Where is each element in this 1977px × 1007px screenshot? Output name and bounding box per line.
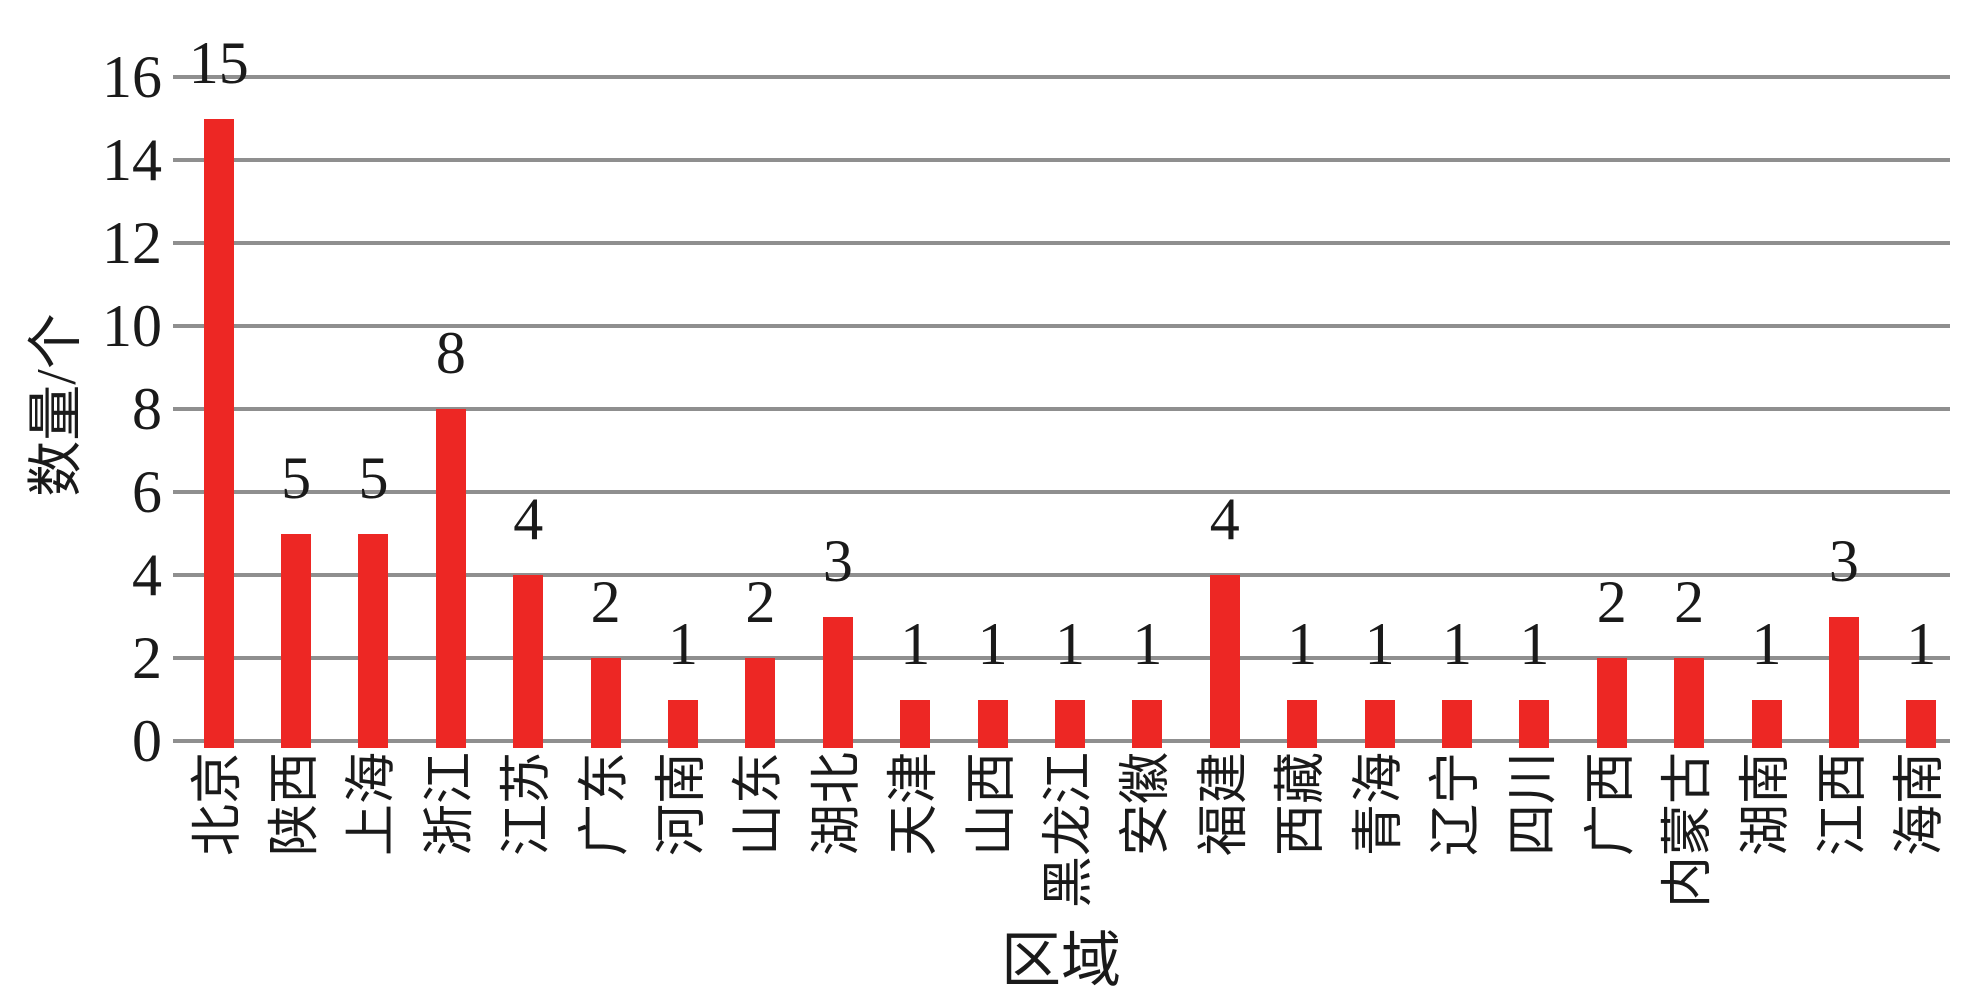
- x-tick-label-山西: 山西: [963, 752, 1021, 857]
- x-tick-label-河南: 河南: [654, 752, 712, 857]
- bar-value-label: 8: [435, 320, 466, 386]
- bar-value-label: 1: [668, 610, 699, 677]
- bar-value-label: 1: [1519, 610, 1550, 677]
- bar-value-label: 1: [1441, 610, 1472, 677]
- bar-value-label: 1: [900, 610, 931, 677]
- x-tick-label-四川: 四川: [1505, 752, 1563, 857]
- bar-value-label: 3: [1828, 527, 1859, 594]
- bar-北京: [203, 118, 234, 748]
- x-tick-label-江苏: 江苏: [499, 752, 557, 857]
- bar-value-label: 1: [1906, 610, 1937, 677]
- y-tick-label: 8: [132, 376, 162, 442]
- y-tick-label: 10: [102, 293, 162, 359]
- x-tick-label-西藏: 西藏: [1273, 752, 1331, 857]
- bar-value-label: 4: [1209, 486, 1240, 552]
- y-tick-label: 2: [132, 625, 162, 691]
- x-tick-label-内蒙古: 内蒙古: [1660, 752, 1718, 909]
- bar-value-label: 2: [1596, 569, 1627, 635]
- y-tick-label: 6: [132, 459, 162, 525]
- x-tick-label-上海: 上海: [344, 752, 402, 857]
- y-tick-label: 0: [132, 708, 162, 774]
- bar-海南: [1906, 699, 1937, 748]
- bar-value-label: 4: [513, 486, 544, 552]
- bar-value-label: 1: [1364, 610, 1395, 677]
- gridline-y10: [173, 324, 1950, 328]
- gridline-y8: [173, 407, 1950, 411]
- bar-value-label: 2: [590, 569, 621, 635]
- gridline-y6: [173, 490, 1950, 494]
- bar-value-label: 1: [1287, 610, 1318, 677]
- bar-四川: [1519, 699, 1550, 748]
- x-tick-label-江西: 江西: [1814, 752, 1872, 857]
- bar-广西: [1596, 658, 1627, 748]
- y-tick-label: 14: [102, 127, 162, 193]
- bar-广东: [590, 658, 621, 748]
- bar-黑龙江: [1055, 699, 1085, 748]
- x-tick-label-浙江: 浙江: [421, 752, 479, 857]
- bar-青海: [1364, 699, 1395, 748]
- bar-辽宁: [1441, 699, 1472, 748]
- bar-福建: [1209, 575, 1240, 748]
- y-tick-label: 12: [102, 210, 162, 276]
- bar-陕西: [281, 533, 312, 748]
- x-tick-label-广西: 广西: [1582, 752, 1640, 857]
- bar-河南: [668, 699, 699, 748]
- bar-山东: [745, 658, 776, 748]
- y-tick-label: 4: [132, 542, 162, 608]
- bar-江苏: [513, 575, 544, 748]
- gridline-y2: [173, 656, 1950, 660]
- bar-浙江: [435, 409, 466, 748]
- bar-天津: [900, 699, 931, 748]
- bar-value-label: 5: [358, 444, 389, 511]
- bar-value-label: 15: [188, 29, 249, 96]
- bar-value-label: 3: [822, 527, 853, 594]
- bar-西藏: [1287, 699, 1318, 748]
- bar-value-label: 1: [977, 610, 1008, 677]
- x-tick-label-湖北: 湖北: [808, 752, 866, 857]
- x-tick-label-青海: 青海: [1350, 752, 1408, 857]
- x-tick-label-福建: 福建: [1195, 752, 1253, 857]
- bar-湖北: [822, 616, 853, 748]
- y-tick-label: 16: [102, 44, 162, 110]
- bar-江西: [1828, 616, 1859, 748]
- bar-value-label: 2: [1674, 569, 1705, 635]
- gridline-y12: [173, 241, 1950, 245]
- gridline-y16: [173, 75, 1950, 79]
- bar-value-label: 1: [1055, 610, 1085, 677]
- bar-安徽: [1132, 699, 1163, 748]
- x-tick-label-湖南: 湖南: [1737, 752, 1795, 857]
- x-tick-label-陕西: 陕西: [267, 752, 325, 857]
- bar-山西: [977, 699, 1008, 748]
- bar-value-label: 1: [1751, 610, 1782, 677]
- bar-value-label: 5: [281, 444, 312, 511]
- gridline-y4: [173, 573, 1950, 577]
- bar-上海: [358, 533, 389, 748]
- x-tick-label-广东: 广东: [576, 752, 634, 857]
- gridline-y14: [173, 158, 1950, 162]
- x-tick-label-安徽: 安徽: [1118, 752, 1176, 857]
- x-tick-label-山东: 山东: [731, 752, 789, 857]
- x-tick-label-黑龙江: 黑龙江: [1041, 752, 1098, 909]
- x-tick-label-辽宁: 辽宁: [1427, 752, 1485, 857]
- bar-value-label: 1: [1132, 610, 1163, 677]
- bar-内蒙古: [1674, 658, 1705, 748]
- x-tick-label-北京: 北京: [189, 752, 247, 857]
- bar-value-label: 2: [745, 569, 776, 635]
- x-axis-title: 区域: [1001, 928, 1121, 994]
- bar-湖南: [1751, 699, 1782, 748]
- x-tick-label-海南: 海南: [1892, 752, 1950, 857]
- x-tick-label-天津: 天津: [886, 752, 944, 857]
